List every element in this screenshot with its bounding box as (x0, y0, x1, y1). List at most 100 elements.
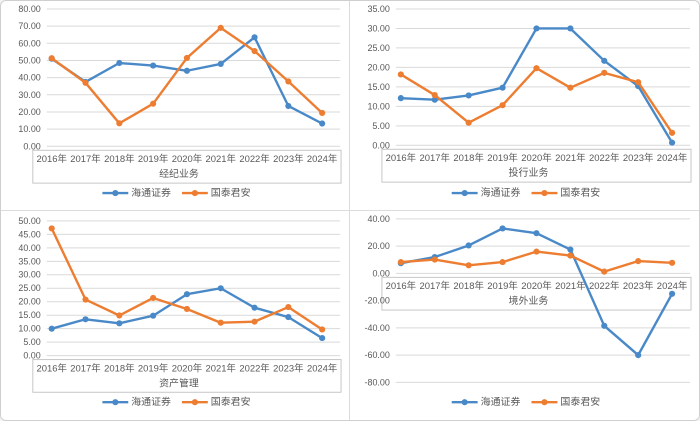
legend-dot-marker (112, 189, 119, 197)
chart-title: 资产管理 (159, 376, 199, 389)
y-axis-tick-label: 40.00 (18, 73, 40, 83)
data-point-marker (567, 25, 574, 32)
y-axis-tick-label: 20.00 (18, 107, 40, 117)
x-axis-label-box (381, 148, 692, 183)
y-axis-tick-label: 25.00 (367, 43, 389, 53)
y-axis-tick-label: 45.00 (18, 229, 40, 239)
legend-dot-marker (112, 399, 119, 406)
legend-dot-marker (191, 189, 198, 197)
data-point-marker (116, 312, 123, 319)
data-point-marker (668, 290, 676, 297)
data-point-marker (48, 55, 55, 62)
y-axis-tick-label: 20.00 (18, 297, 40, 307)
x-axis-year-label: 2018年 (104, 362, 134, 373)
data-point-marker (319, 120, 326, 127)
x-axis-year-label: 2020年 (521, 280, 552, 292)
y-axis-tick-label: 0.00 (372, 268, 389, 278)
x-axis-year-label: 2016年 (36, 153, 66, 165)
data-point-marker (116, 320, 123, 327)
y-axis-tick-label: -40.00 (364, 323, 389, 333)
y-axis-tick-label: 20.00 (367, 62, 389, 72)
x-axis-year-label: 2022年 (239, 153, 269, 165)
data-point-marker (668, 259, 676, 266)
data-point-marker (635, 352, 642, 359)
legend-label: 国泰君安 (560, 395, 600, 408)
data-point-marker (431, 91, 438, 99)
data-point-marker (668, 129, 676, 136)
y-axis-tick-label: 0.00 (23, 351, 40, 361)
data-point-marker (183, 305, 191, 313)
data-point-marker (499, 225, 506, 232)
y-axis-tick-label: 30.00 (367, 23, 389, 33)
data-point-marker (668, 139, 676, 146)
legend-label: 国泰君安 (560, 186, 600, 199)
legend-dot-marker (461, 399, 468, 406)
chart-svg: 2016年 2017年 2018年 2019年 2020年 2021年 2022年 2023年… (367, 4, 692, 199)
x-axis-year-label: 2024年 (657, 152, 688, 164)
data-point-marker (465, 242, 472, 249)
data-point-marker (48, 325, 55, 332)
chart-title: 投行业务 (509, 166, 549, 179)
y-axis-tick-label: 10.00 (18, 324, 40, 334)
data-point-marker (251, 304, 258, 311)
x-axis-year-label: 2023年 (623, 152, 654, 164)
data-point-marker (567, 252, 574, 259)
data-point-marker (533, 25, 540, 32)
x-axis-year-label: 2019年 (487, 280, 518, 292)
data-point-marker (397, 95, 404, 102)
data-point-marker (431, 256, 438, 263)
x-axis-year-label: 2024年 (307, 362, 337, 373)
data-point-marker (82, 79, 89, 86)
data-point-marker (533, 65, 540, 72)
y-axis-tick-label: 50.00 (18, 55, 40, 65)
data-point-marker (533, 248, 540, 255)
data-point-marker (217, 60, 224, 67)
y-axis-tick-label: 5.00 (372, 121, 389, 131)
data-point-marker (251, 318, 258, 325)
data-point-marker (285, 102, 292, 110)
data-point-marker (183, 291, 191, 298)
chart-investment-banking: 2016年 2017年 2018年 2019年 2020年 2021年 2022年 2023年… (350, 1, 699, 210)
chart-svg: 2016年 2017年 2018年 2019年 2020年 2021年 2022年 2023年… (18, 216, 342, 408)
y-axis-tick-label: 25.00 (18, 283, 40, 293)
y-axis-tick-label: 40.00 (18, 243, 40, 253)
data-point-marker (319, 109, 326, 117)
legend-label: 国泰君安 (211, 395, 251, 408)
chart-svg: 2016年 2017年 2018年 2019年 2020年 2021年 2022年 2023年… (364, 214, 692, 408)
x-axis-label-box (32, 149, 342, 184)
data-point-marker (465, 92, 472, 99)
data-point-marker (465, 119, 472, 126)
y-axis-tick-label: 15.00 (367, 82, 389, 92)
data-point-marker (251, 47, 258, 55)
chart-overseas: 2016年 2017年 2018年 2019年 2020年 2021年 2022年 2023年… (350, 211, 699, 420)
data-point-marker (567, 246, 574, 253)
data-point-marker (82, 316, 89, 323)
data-point-marker (601, 322, 608, 329)
x-axis-year-label: 2017年 (70, 362, 100, 373)
legend-label: 海通证券 (481, 395, 521, 408)
y-axis-tick-label: -60.00 (364, 350, 389, 360)
x-axis-year-label: 2021年 (555, 280, 586, 292)
x-axis-year-label: 2017年 (420, 152, 451, 164)
data-point-marker (601, 69, 608, 76)
legend-label: 海通证券 (131, 395, 171, 408)
y-axis-tick-label: 15.00 (18, 310, 40, 320)
legend-dot-marker (191, 399, 198, 406)
y-axis-tick-label: 50.00 (18, 216, 40, 226)
legend-label: 海通证券 (131, 186, 171, 199)
y-axis-tick-label: 0.00 (23, 141, 40, 151)
x-axis-year-label: 2016年 (37, 362, 67, 373)
data-point-marker (499, 102, 506, 109)
y-axis-tick-label: 35.00 (367, 4, 389, 14)
x-axis-year-label: 2023年 (623, 280, 654, 292)
data-point-marker (82, 296, 89, 303)
data-point-marker (601, 57, 608, 64)
x-axis-label-box (381, 276, 692, 311)
data-point-marker (285, 78, 292, 85)
x-axis-year-label: 2024年 (657, 280, 688, 292)
y-axis-tick-label: 0.00 (372, 140, 389, 150)
chart-brokerage: 2016年 2017年 2018年 2019年 2020年 2021年 2022年 2023年… (1, 1, 349, 210)
data-point-marker (183, 67, 191, 74)
